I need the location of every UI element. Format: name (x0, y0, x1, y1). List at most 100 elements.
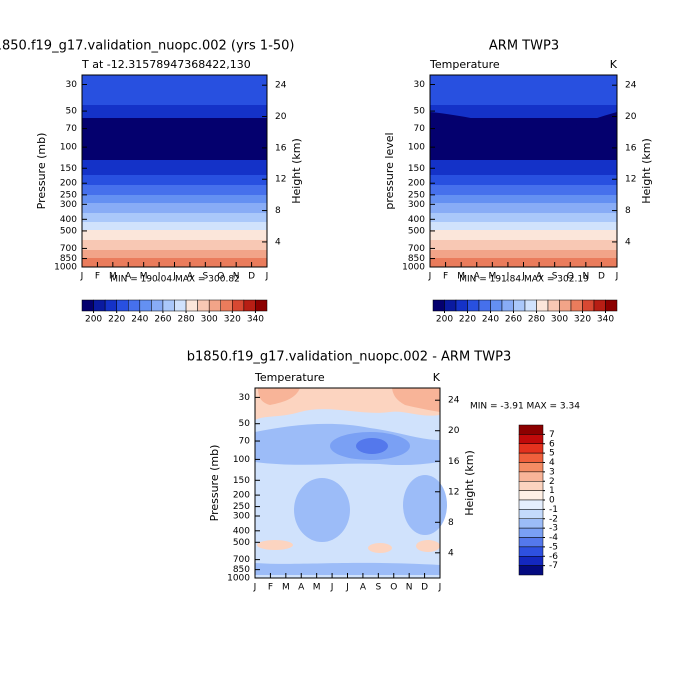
colorbar-box (518, 481, 544, 491)
x-tick-label: A (360, 583, 367, 593)
colorbar-box (518, 452, 544, 463)
y-tick-label: 30 (239, 393, 251, 403)
colorbar-label: 220 (459, 315, 476, 325)
field-band (430, 240, 617, 250)
colorbar-box (174, 299, 187, 312)
field-band (82, 203, 267, 213)
y-tick-label: 200 (408, 179, 425, 189)
x-tick-label: J (506, 272, 510, 282)
field-band (82, 75, 267, 105)
x-tick-label: N (582, 272, 589, 282)
y2-tick-label: 20 (275, 112, 287, 122)
y-tick-label: 50 (414, 107, 426, 117)
y-tick-label: 150 (408, 164, 425, 174)
left-label: T at -12.31578947368422,130 (81, 58, 251, 71)
colorbar-label: 240 (482, 315, 499, 325)
x-tick-label: J (428, 272, 432, 282)
chart-title: b1850.f19_g17.validation_nuopc.002 - ARM… (187, 350, 511, 365)
y-tick-label: 150 (233, 476, 250, 486)
colorbar-box (518, 471, 544, 482)
colorbar-label: 4 (549, 458, 555, 468)
y-axis-label: Pressure (mb) (208, 445, 221, 522)
y2-tick-label: 8 (448, 518, 454, 528)
y2-tick-label: 20 (625, 112, 637, 122)
x-tick-label: J (265, 272, 269, 282)
x-tick-label: S (202, 272, 208, 282)
y-tick-label: 300 (233, 511, 250, 521)
colorbar-box (518, 518, 544, 529)
y-tick-label: 100 (233, 455, 250, 465)
y-tick-label: 50 (66, 107, 78, 117)
colorbar-label: 260 (505, 315, 522, 325)
y-tick-label: 850 (60, 254, 77, 264)
colorbar-box (128, 299, 141, 312)
colorbar-label: -1 (549, 505, 558, 515)
colorbar-box (490, 299, 503, 312)
colorbar-label: 320 (574, 315, 591, 325)
colorbar-box (547, 299, 560, 312)
colorbar-label: 260 (154, 315, 171, 325)
y2-tick-label: 24 (448, 396, 460, 406)
y2-tick-label: 4 (275, 237, 281, 247)
right-label: K (433, 371, 441, 384)
field-panel-3 (255, 388, 447, 578)
y-tick-label: 100 (408, 143, 425, 153)
colorbar-box (208, 299, 221, 312)
colorbar-box (478, 299, 491, 312)
x-tick-label: F (95, 272, 100, 282)
y-tick-label: 250 (408, 190, 425, 200)
left-label: Temperature (254, 371, 325, 384)
left-label: Temperature (429, 58, 500, 71)
y2-tick-label: 4 (448, 548, 454, 558)
colorbar-box (151, 299, 164, 312)
x-tick-label: A (298, 583, 305, 593)
colorbar-label: 200 (436, 315, 453, 325)
colorbar-box (255, 299, 268, 312)
field-band (430, 112, 617, 160)
y-tick-label: 70 (239, 437, 251, 447)
y-tick-label: 400 (408, 215, 425, 225)
y2-axis-label: Height (km) (640, 138, 653, 204)
x-tick-label: J (615, 272, 619, 282)
y-tick-label: 850 (233, 565, 250, 575)
y-tick-label: 150 (60, 164, 77, 174)
y-tick-label: 30 (66, 80, 78, 90)
field-panel-2 (430, 75, 617, 267)
y2-tick-label: 12 (625, 175, 636, 185)
colorbar-label: 1 (549, 486, 555, 496)
y-tick-label: 1000 (227, 574, 250, 584)
x-tick-label: M (282, 583, 290, 593)
x-tick-label: N (233, 272, 240, 282)
field-band (82, 240, 267, 250)
field-band (430, 250, 617, 258)
colorbar-label: 340 (597, 315, 614, 325)
y2-tick-label: 4 (625, 237, 631, 247)
y2-tick-label: 16 (625, 143, 637, 153)
colorbar-box (536, 299, 549, 312)
colorbar-label: 300 (551, 315, 568, 325)
field-band (430, 230, 617, 240)
y2-tick-label: 12 (448, 487, 459, 497)
y-tick-label: 400 (60, 215, 77, 225)
colorbar-box (162, 299, 175, 312)
y-tick-label: 1000 (54, 263, 77, 273)
x-tick-label: N (406, 583, 413, 593)
colorbar-box (524, 299, 537, 312)
field-band (430, 203, 617, 213)
x-tick-label: A (536, 272, 543, 282)
y2-tick-label: 24 (625, 81, 637, 91)
field-band (430, 105, 617, 118)
x-tick-label: S (375, 583, 381, 593)
colorbar-box (605, 299, 618, 312)
right-label: K (610, 58, 618, 71)
x-tick-label: M (140, 272, 148, 282)
colorbar-label: 5 (549, 449, 555, 459)
colorbar-label: 280 (177, 315, 194, 325)
y-tick-label: 500 (408, 226, 425, 236)
field-band (82, 230, 267, 240)
x-tick-label: M (457, 272, 465, 282)
x-tick-label: J (157, 272, 161, 282)
field-band (82, 213, 267, 222)
colorbar-box (220, 299, 233, 312)
